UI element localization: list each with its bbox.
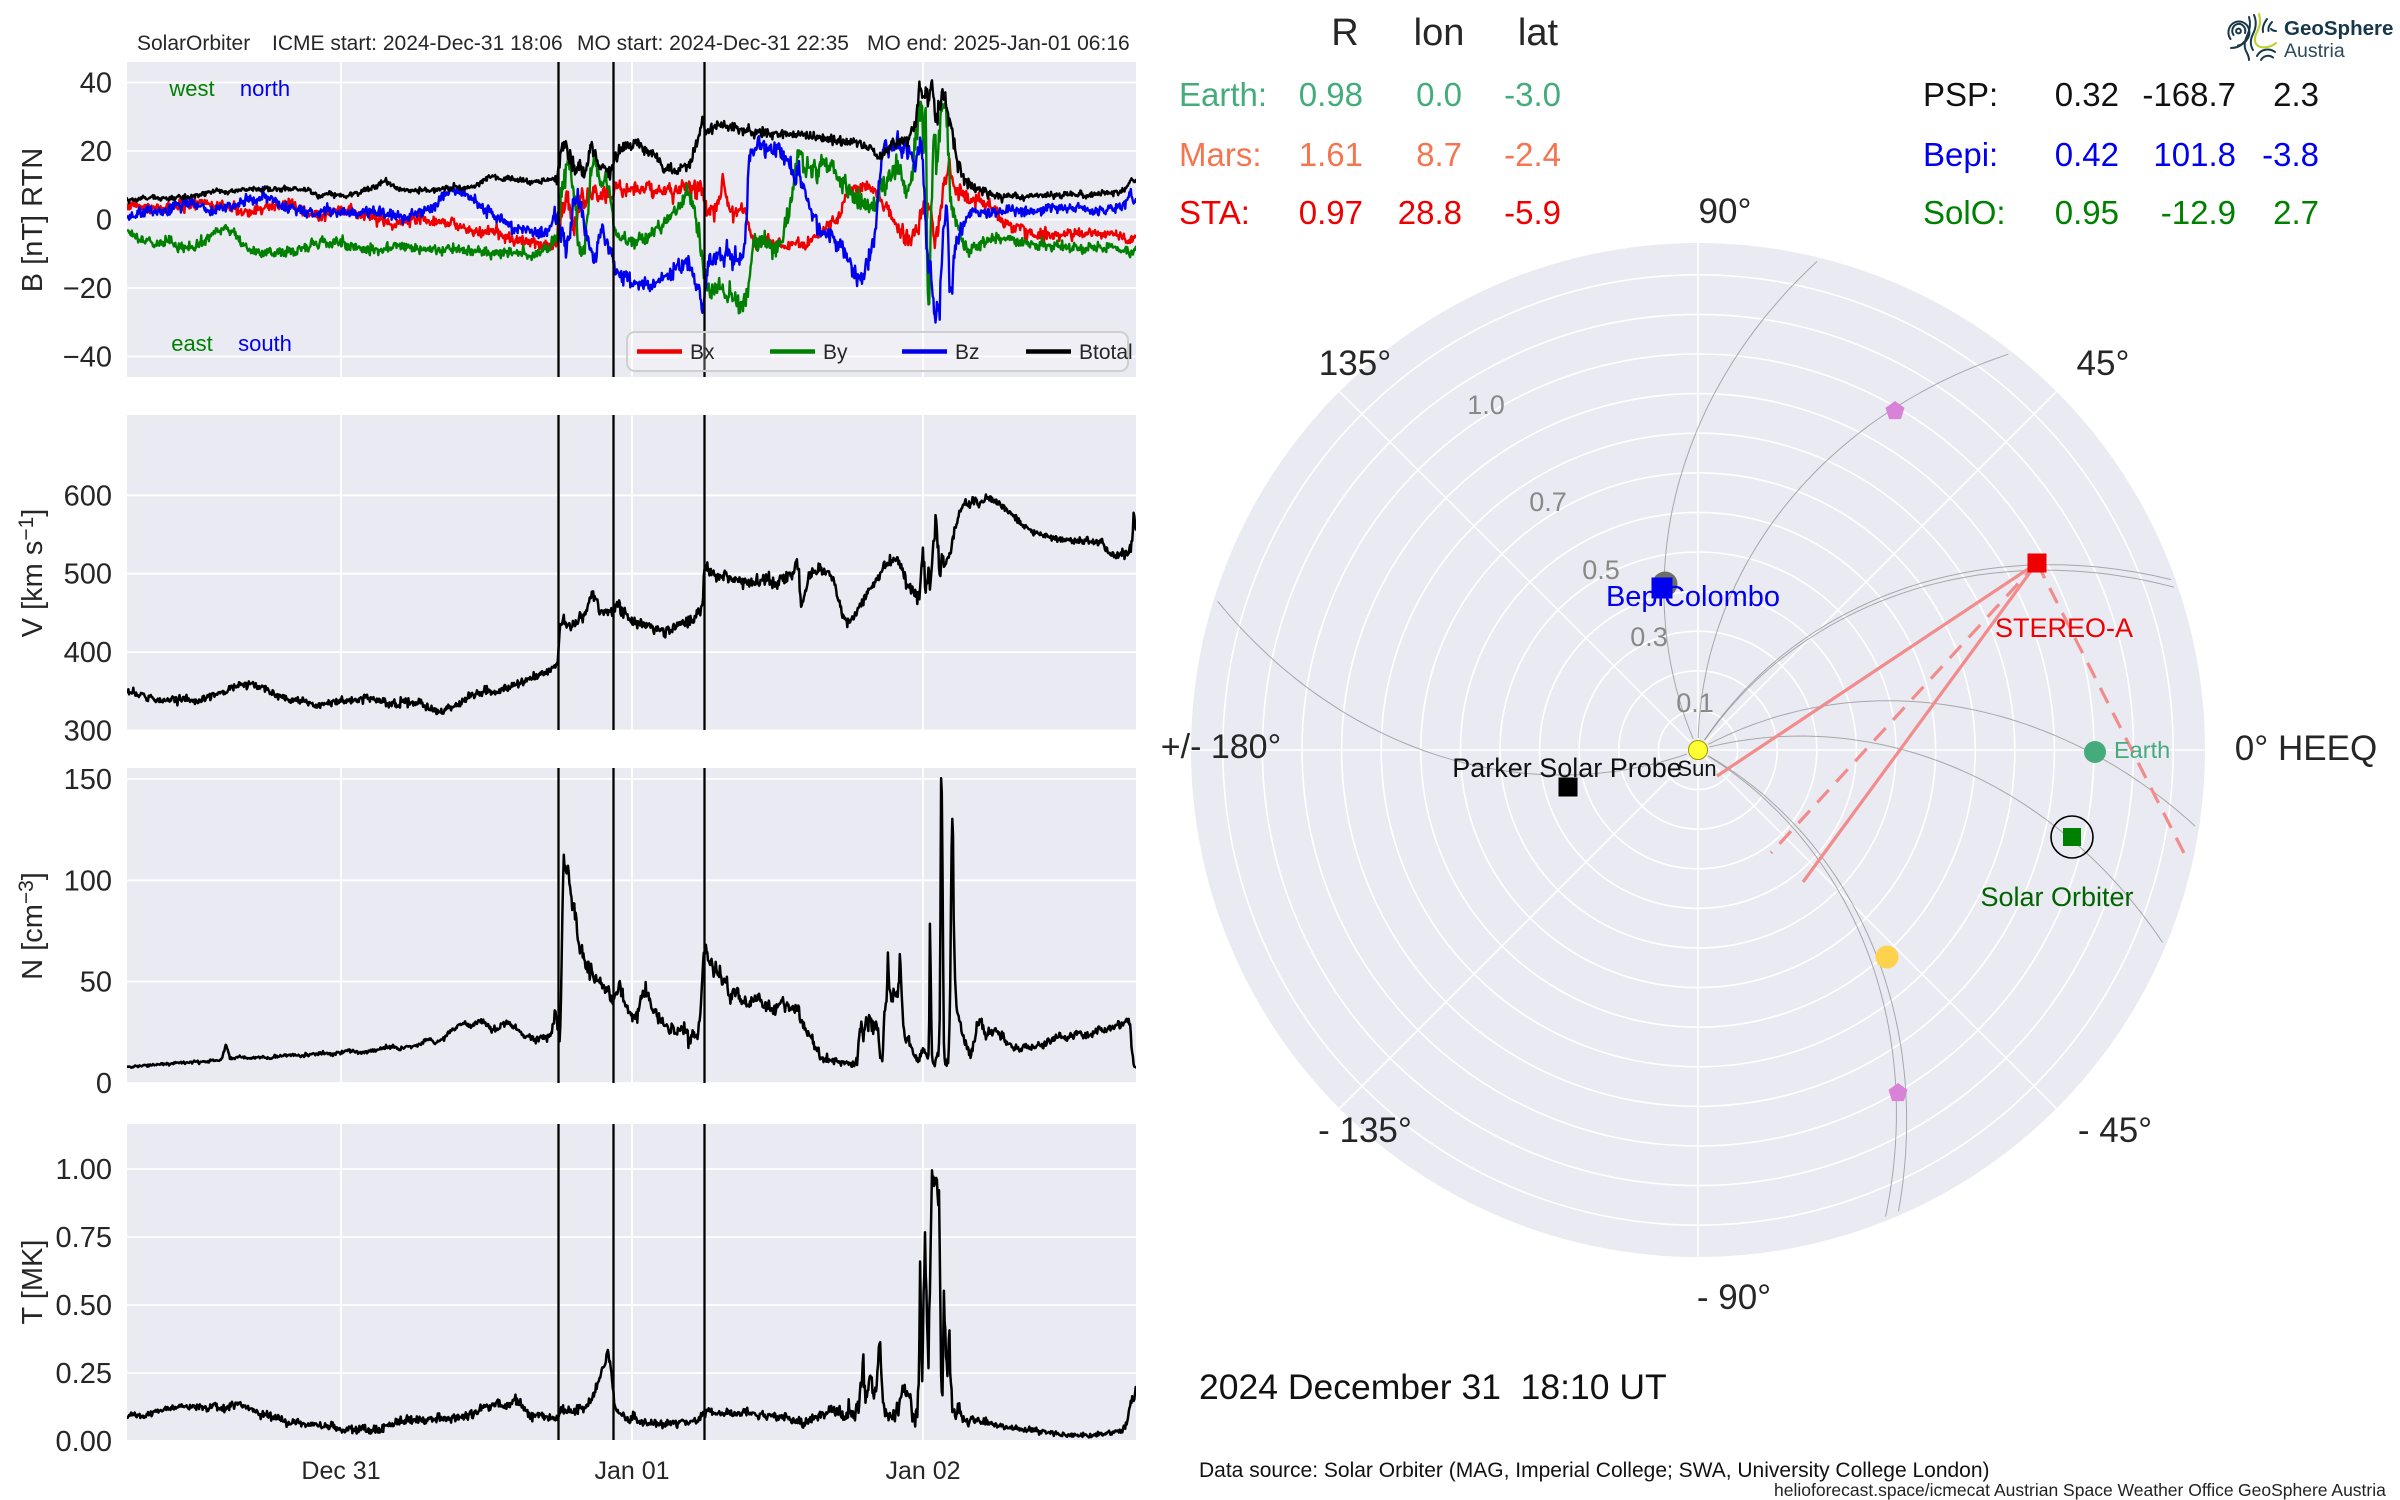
svg-text:20: 20 [80, 136, 112, 168]
svg-text:300: 300 [64, 716, 112, 748]
svg-text:2.7: 2.7 [2273, 194, 2319, 231]
svg-text:-3.8: -3.8 [2262, 136, 2319, 173]
svg-text:STEREO-A: STEREO-A [1995, 613, 2133, 643]
svg-text:B [nT] RTN: B [nT] RTN [17, 148, 49, 293]
svg-text:0.95: 0.95 [2055, 194, 2119, 231]
svg-text:Btotal: Btotal [1079, 341, 1133, 364]
svg-text:north: north [240, 76, 290, 101]
svg-text:28.8: 28.8 [1398, 194, 1462, 231]
svg-text:−40: −40 [63, 342, 112, 374]
svg-text:0: 0 [96, 205, 112, 237]
svg-text:0.42: 0.42 [2055, 136, 2119, 173]
svg-text:Jan 02: Jan 02 [885, 1457, 960, 1485]
svg-text:45°: 45° [2077, 344, 2130, 383]
svg-text:-12.9: -12.9 [2161, 194, 2236, 231]
svg-text:0.7: 0.7 [1529, 487, 1567, 517]
svg-text:-168.7: -168.7 [2142, 76, 2236, 113]
svg-text:8.7: 8.7 [1416, 136, 1462, 173]
svg-text:0.25: 0.25 [56, 1358, 112, 1390]
svg-text:lon: lon [1414, 12, 1465, 54]
svg-text:Austria: Austria [2284, 40, 2345, 62]
svg-text:100: 100 [64, 865, 112, 897]
svg-text:0.3: 0.3 [1630, 622, 1668, 652]
svg-text:R: R [1331, 12, 1358, 54]
svg-text:400: 400 [64, 637, 112, 669]
svg-text:- 45°: - 45° [2078, 1111, 2152, 1150]
svg-text:lat: lat [1518, 12, 1559, 54]
svg-text:By: By [823, 341, 848, 364]
svg-text:0.32: 0.32 [2055, 76, 2119, 113]
svg-text:Sun: Sun [1677, 756, 1716, 781]
svg-text:0.98: 0.98 [1299, 76, 1363, 113]
svg-text:MO end: 2025-Jan-01 06:16: MO end: 2025-Jan-01 06:16 [867, 32, 1130, 55]
svg-text:PSP:: PSP: [1923, 76, 1998, 113]
svg-text:600: 600 [64, 480, 112, 512]
svg-text:0.0: 0.0 [1416, 76, 1462, 113]
svg-text:101.8: 101.8 [2153, 136, 2236, 173]
svg-text:0.97: 0.97 [1299, 194, 1363, 231]
svg-text:2024 December 31 18:10 UT: 2024 December 31 18:10 UT [1199, 1367, 1667, 1407]
svg-text:-2.4: -2.4 [1504, 136, 1561, 173]
svg-text:GeoSphere: GeoSphere [2284, 17, 2393, 40]
svg-text:135°: 135° [1319, 344, 1391, 383]
svg-text:150: 150 [64, 764, 112, 796]
svg-text:SolO:: SolO: [1923, 194, 2006, 231]
svg-text:Jan 01: Jan 01 [594, 1457, 669, 1485]
svg-text:−20: −20 [63, 273, 112, 305]
svg-text:0° HEEQ: 0° HEEQ [2235, 729, 2377, 768]
svg-text:90°: 90° [1699, 192, 1752, 231]
svg-text:0.00: 0.00 [56, 1426, 112, 1458]
svg-text:east: east [171, 331, 213, 356]
svg-text:2.3: 2.3 [2273, 76, 2319, 113]
svg-text:south: south [238, 331, 292, 356]
svg-text:500: 500 [64, 559, 112, 591]
svg-text:Mars:: Mars: [1179, 136, 1262, 173]
svg-text:west: west [168, 76, 214, 101]
svg-text:0: 0 [96, 1068, 112, 1100]
svg-text:0.5: 0.5 [1582, 555, 1620, 585]
svg-text:- 90°: - 90° [1697, 1278, 1771, 1317]
svg-text:GeoSphere Austria: GeoSphere Austria [2238, 1480, 2386, 1500]
svg-text:Earth: Earth [2114, 737, 2170, 763]
svg-text:40: 40 [80, 68, 112, 100]
svg-text:-5.9: -5.9 [1504, 194, 1561, 231]
svg-text:helioforecast.space/icmecat: helioforecast.space/icmecat [1774, 1480, 1990, 1500]
svg-text:BepiColombo: BepiColombo [1606, 581, 1780, 613]
svg-text:Austrian Space Weather Office: Austrian Space Weather Office [1994, 1480, 2234, 1500]
svg-text:0.50: 0.50 [56, 1290, 112, 1322]
svg-text:Parker Solar Probe: Parker Solar Probe [1452, 753, 1682, 783]
svg-text:-3.0: -3.0 [1504, 76, 1561, 113]
svg-text:T [MK]: T [MK] [17, 1240, 49, 1325]
svg-text:ICME start: 2024-Dec-31 18:06: ICME start: 2024-Dec-31 18:06 [272, 32, 563, 55]
svg-text:V [km s−1]: V [km s−1] [15, 509, 49, 638]
svg-text:0.1: 0.1 [1676, 688, 1714, 718]
svg-text:Bepi:: Bepi: [1923, 136, 1998, 173]
svg-text:+/- 180°: +/- 180° [1161, 728, 1281, 766]
svg-text:Data source: Solar Orbiter (MA: Data source: Solar Orbiter (MAG, Imperia… [1199, 1459, 1990, 1482]
svg-text:STA:: STA: [1179, 194, 1250, 231]
svg-text:MO start: 2024-Dec-31 22:35: MO start: 2024-Dec-31 22:35 [577, 32, 849, 55]
svg-text:Bx: Bx [690, 341, 715, 364]
svg-text:Earth:: Earth: [1179, 76, 1267, 113]
svg-text:1.00: 1.00 [56, 1154, 112, 1186]
svg-text:1.61: 1.61 [1299, 136, 1363, 173]
svg-text:Dec 31: Dec 31 [301, 1457, 380, 1485]
svg-text:50: 50 [80, 967, 112, 999]
svg-text:N [cm−3]: N [cm−3] [15, 872, 49, 980]
svg-text:1.0: 1.0 [1467, 390, 1505, 420]
svg-text:- 135°: - 135° [1318, 1111, 1412, 1150]
svg-text:Bz: Bz [955, 341, 980, 364]
svg-text:SolarOrbiter: SolarOrbiter [137, 32, 250, 55]
svg-text:Solar Orbiter: Solar Orbiter [1980, 882, 2133, 912]
svg-text:0.75: 0.75 [56, 1222, 112, 1254]
